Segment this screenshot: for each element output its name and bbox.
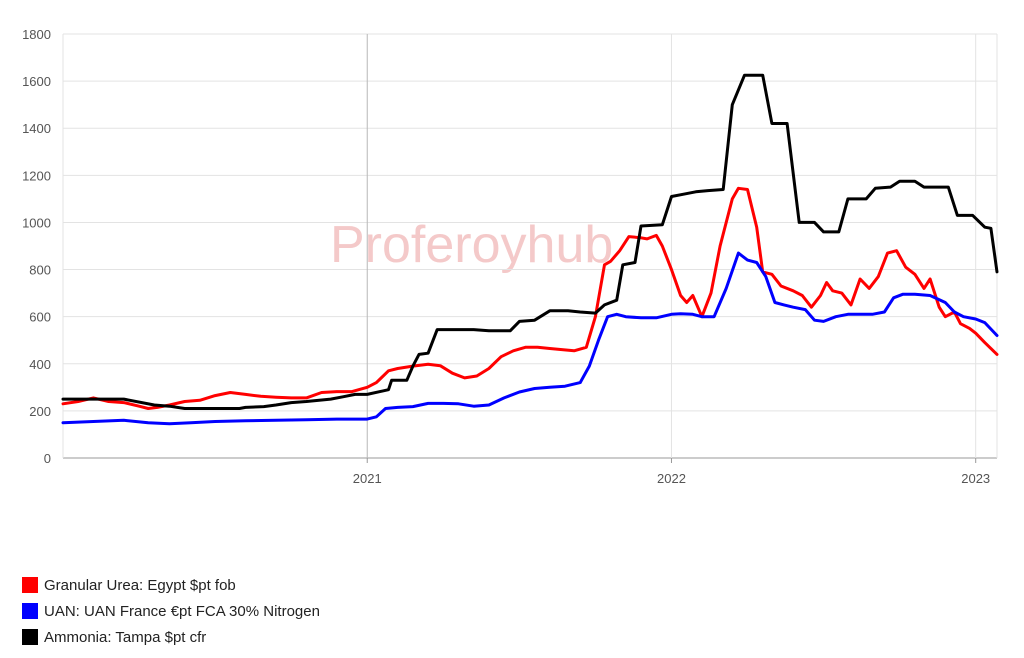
legend-label: Granular Urea: Egypt $pt fob [44,576,236,594]
y-tick-label: 1600 [22,74,51,89]
y-tick-label: 600 [29,310,51,325]
legend: Granular Urea: Egypt $pt fob UAN: UAN Fr… [22,572,320,650]
legend-swatch-black [22,629,38,645]
y-tick-label: 800 [29,263,51,278]
y-tick-label: 1800 [22,27,51,42]
x-tick-label: 2022 [657,471,686,486]
y-tick-label: 1400 [22,121,51,136]
legend-label: UAN: UAN France €pt FCA 30% Nitrogen [44,602,320,620]
legend-swatch-blue [22,603,38,619]
watermark-text: Proferoyhub [330,216,613,274]
y-tick-label: 1000 [22,215,51,230]
legend-label: Ammonia: Tampa $pt cfr [44,628,207,646]
y-tick-label: 1200 [22,168,51,183]
line-chart: Proferoyhub 0 200 400 600 800 1000 1200 1400 160… [22,27,999,486]
x-tick-label: 2021 [353,471,382,486]
series-line-2 [61,73,999,410]
x-tick-label: 2023 [961,471,990,486]
legend-swatch-red [22,577,38,593]
series-line-1 [61,251,999,426]
legend-item-uan: UAN: UAN France €pt FCA 30% Nitrogen [22,598,320,624]
y-tick-label: 200 [29,404,51,419]
y-tick-label: 400 [29,357,51,372]
legend-item-ammonia: Ammonia: Tampa $pt cfr [22,624,320,650]
legend-item-urea: Granular Urea: Egypt $pt fob [22,572,320,598]
y-tick-label: 0 [44,451,51,466]
series-line-0 [61,186,999,410]
